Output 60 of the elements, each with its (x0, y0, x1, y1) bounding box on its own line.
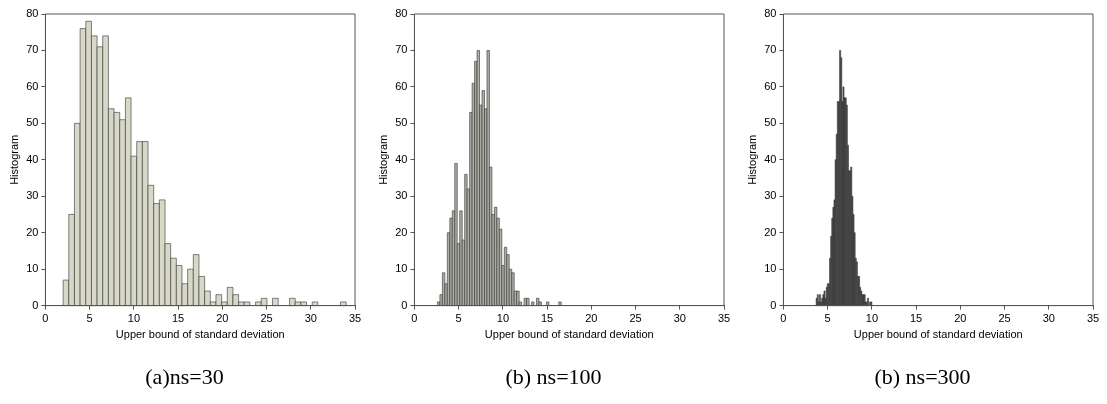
y-tick-label: 70 (26, 43, 39, 56)
y-tick-label: 30 (26, 189, 39, 202)
y-tick-label: 0 (770, 298, 777, 311)
x-tick-label: 0 (780, 312, 787, 325)
y-tick-label: 10 (395, 262, 408, 275)
x-tick-label: 20 (585, 312, 598, 325)
text: (b) ns=100 (504, 364, 603, 390)
y-tick-label: 0 (32, 298, 39, 311)
x-tick-label: 10 (127, 312, 141, 325)
x-tick-label: 35 (348, 312, 362, 325)
x-tick-label: 15 (171, 312, 185, 325)
y-tick-label: 80 (764, 7, 777, 20)
y-tick-label: 30 (395, 189, 408, 202)
x-tick-label: 25 (260, 312, 273, 325)
x-tick-label: 10 (865, 312, 879, 325)
y-tick-label: 40 (395, 152, 408, 165)
x-tick-label: 5 (455, 312, 462, 325)
y-tick-label: 50 (26, 116, 39, 129)
x-axis-title: Upper bound of standard deviation (853, 328, 1023, 341)
y-tick-label: 70 (764, 43, 777, 56)
x-tick-label: 35 (1086, 312, 1100, 325)
x-tick-label: 25 (998, 312, 1011, 325)
y-tick-label: 0 (401, 298, 408, 311)
x-tick-label: 15 (540, 312, 554, 325)
text: (a)ns=30 (144, 364, 225, 390)
y-tick-label: 40 (764, 152, 777, 165)
y-tick-label: 20 (764, 225, 777, 238)
x-tick-label: 15 (909, 312, 923, 325)
y-tick-label: 80 (26, 7, 39, 20)
x-tick-label: 25 (629, 312, 642, 325)
x-axis-title: Upper bound of standard deviation (484, 328, 654, 341)
y-tick-label: 60 (764, 79, 777, 92)
y-axis-title: Histogram (376, 134, 389, 185)
y-tick-label: 20 (26, 225, 39, 238)
y-tick-label: 10 (764, 262, 777, 275)
x-tick-label: 0 (411, 312, 418, 325)
y-tick-label: 50 (395, 116, 408, 129)
y-tick-label: 70 (395, 43, 408, 56)
y-tick-label: 40 (26, 152, 39, 165)
y-axis-title: Histogram (745, 134, 758, 185)
x-tick-label: 5 (86, 312, 93, 325)
y-tick-label: 20 (395, 225, 408, 238)
text: (b) ns=300 (873, 364, 972, 390)
x-tick-label: 5 (824, 312, 831, 325)
x-tick-label: 30 (1042, 312, 1055, 325)
x-tick-label: 10 (496, 312, 510, 325)
x-tick-label: 20 (216, 312, 229, 325)
y-tick-label: 80 (395, 7, 408, 20)
y-tick-label: 10 (26, 262, 39, 275)
y-tick-label: 60 (26, 79, 39, 92)
x-tick-label: 20 (954, 312, 967, 325)
y-tick-label: 30 (764, 189, 777, 202)
x-tick-label: 30 (673, 312, 686, 325)
y-axis-title: Histogram (7, 134, 20, 185)
x-axis-title: Upper bound of standard deviation (115, 328, 285, 341)
y-tick-label: 50 (764, 116, 777, 129)
x-tick-label: 0 (42, 312, 49, 325)
x-tick-label: 30 (304, 312, 317, 325)
x-tick-label: 35 (717, 312, 731, 325)
y-tick-label: 60 (395, 79, 408, 92)
